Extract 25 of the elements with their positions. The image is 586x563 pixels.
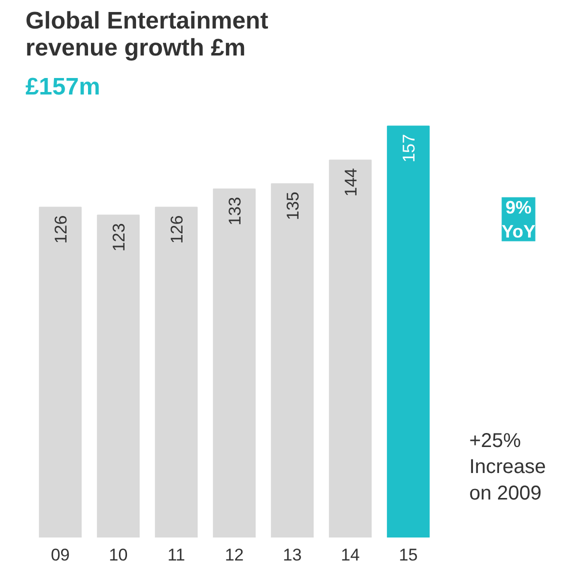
data-label: 123 bbox=[109, 223, 128, 252]
x-tick-label: 12 bbox=[224, 546, 244, 563]
x-tick-label: 10 bbox=[108, 546, 128, 563]
data-label: 157 bbox=[399, 134, 418, 162]
bar bbox=[154, 206, 198, 538]
data-label: 126 bbox=[51, 215, 70, 244]
x-tick-label: 15 bbox=[398, 546, 418, 563]
bar bbox=[328, 160, 372, 538]
chart-subtitle: £157m bbox=[26, 74, 100, 100]
x-tick-label: 14 bbox=[340, 546, 360, 563]
bar bbox=[38, 206, 82, 538]
data-label: 133 bbox=[225, 196, 244, 226]
x-tick-label: 13 bbox=[282, 546, 302, 563]
data-label: 135 bbox=[283, 192, 302, 220]
bar bbox=[270, 183, 314, 538]
bar bbox=[96, 214, 140, 538]
x-tick-label: 09 bbox=[50, 546, 70, 563]
bar bbox=[212, 188, 256, 538]
text: 9% YoY bbox=[502, 197, 536, 242]
bar bbox=[386, 126, 430, 538]
text: +25% Increase on 2009 bbox=[469, 430, 546, 505]
data-label: 126 bbox=[167, 215, 186, 244]
x-tick-label: 11 bbox=[167, 546, 186, 563]
chart-title: Global Entertainment revenue growth £m bbox=[26, 8, 268, 62]
data-label: 144 bbox=[341, 168, 360, 197]
